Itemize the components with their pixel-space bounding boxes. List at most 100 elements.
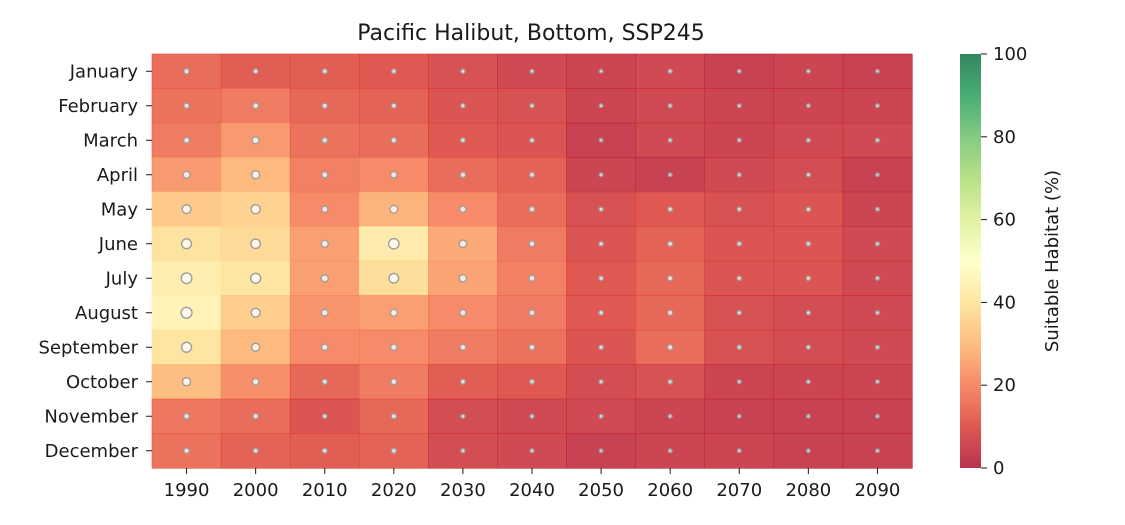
- cell-marker: [736, 240, 743, 247]
- cell-marker: [528, 240, 536, 248]
- colorbar: 0 20 40 60 80 100 Suitable Habitat (%): [960, 44, 1063, 479]
- cell-marker: [529, 448, 535, 454]
- x-tick-label: 2080: [785, 480, 831, 501]
- cell-marker: [389, 170, 398, 179]
- x-tick-label: 2000: [233, 480, 279, 501]
- cell-marker: [667, 448, 673, 454]
- cell-marker: [874, 413, 880, 419]
- cell-marker: [251, 136, 260, 145]
- cell-marker: [874, 137, 881, 143]
- cell-marker: [805, 413, 811, 419]
- cell-marker: [598, 448, 604, 454]
- cell-marker: [529, 378, 536, 385]
- cell-marker: [805, 68, 811, 74]
- cell-marker: [320, 205, 329, 214]
- cell-marker: [528, 274, 536, 282]
- cell-marker: [252, 102, 260, 110]
- cell-marker: [598, 206, 604, 213]
- cell-marker: [598, 344, 605, 351]
- cell-marker: [736, 379, 742, 385]
- cell-marker: [598, 103, 604, 109]
- cell-marker: [252, 68, 259, 75]
- cell-marker: [805, 275, 812, 282]
- cell-marker: [389, 343, 398, 352]
- cell-marker: [598, 137, 604, 143]
- y-tick-label: June: [98, 234, 138, 255]
- cell-marker: [320, 239, 329, 249]
- colorbar-tick-label: 40: [993, 292, 1016, 313]
- y-tick-label: March: [83, 130, 138, 151]
- cell-marker: [736, 448, 742, 454]
- heatmap-cells: [151, 53, 913, 469]
- heatmap-cell: [497, 157, 568, 193]
- cell-marker: [180, 238, 193, 250]
- y-tick-label: January: [69, 61, 139, 82]
- x-axis: 1990 2000 2010 2020 2030 2040 2050 2060 2070 2080…: [164, 468, 901, 501]
- cell-marker: [250, 342, 261, 352]
- cell-marker: [805, 310, 812, 316]
- cell-marker: [180, 306, 193, 319]
- cell-marker: [460, 413, 466, 419]
- cell-marker: [667, 378, 674, 385]
- cell-marker: [598, 309, 605, 316]
- heatmap-cell: [635, 53, 706, 90]
- cell-marker: [736, 137, 742, 143]
- y-tick-label: November: [44, 406, 138, 427]
- cell-marker: [667, 68, 673, 74]
- cell-marker: [459, 308, 467, 317]
- cell-marker: [598, 275, 605, 282]
- cell-marker: [321, 136, 329, 144]
- cell-marker: [874, 448, 880, 454]
- cell-marker: [736, 68, 742, 74]
- cell-marker: [874, 241, 881, 247]
- cell-marker: [667, 413, 673, 419]
- colorbar-label: Suitable Habitat (%): [1042, 170, 1063, 352]
- cell-marker: [874, 310, 881, 316]
- cell-marker: [180, 272, 193, 285]
- cell-marker: [320, 308, 329, 317]
- colorbar-gradient: [960, 54, 981, 468]
- chart-title: Pacific Halibut, Bottom, SSP245: [357, 21, 705, 46]
- cell-marker: [805, 137, 812, 143]
- cell-marker: [736, 206, 743, 213]
- cell-marker: [390, 136, 398, 144]
- cell-marker: [667, 137, 673, 143]
- y-tick-label: May: [101, 199, 139, 220]
- cell-marker: [666, 309, 674, 317]
- cell-marker: [390, 412, 398, 420]
- cell-marker: [182, 170, 191, 179]
- cell-marker: [805, 344, 812, 350]
- x-tick-label: 1990: [164, 480, 210, 501]
- cell-marker: [250, 307, 261, 318]
- cell-marker: [321, 171, 329, 179]
- cell-marker: [387, 237, 400, 250]
- cell-marker: [320, 273, 329, 283]
- cell-marker: [389, 204, 399, 214]
- cell-marker: [805, 172, 812, 178]
- y-tick-label: August: [75, 303, 138, 324]
- cell-marker: [805, 103, 811, 109]
- heatmap-cell: [842, 88, 913, 124]
- cell-marker: [390, 447, 397, 454]
- y-axis: January February March April May June July Augu…: [39, 61, 152, 462]
- cell-marker: [250, 170, 261, 180]
- cell-marker: [667, 206, 674, 213]
- cell-marker: [459, 102, 466, 109]
- cell-marker: [529, 137, 535, 144]
- cell-marker: [874, 344, 881, 350]
- x-tick-label: 2050: [578, 480, 624, 501]
- cell-marker: [598, 379, 604, 385]
- cell-marker: [320, 343, 329, 352]
- y-tick-label: September: [39, 337, 139, 358]
- x-tick-label: 2090: [855, 480, 901, 501]
- cell-marker: [321, 102, 328, 110]
- cell-marker: [183, 412, 191, 420]
- cell-marker: [805, 206, 812, 213]
- cell-marker: [458, 239, 468, 249]
- cell-marker: [390, 102, 397, 109]
- colorbar-tick-label: 60: [993, 210, 1016, 231]
- cell-marker: [666, 274, 674, 282]
- cell-marker: [667, 240, 674, 247]
- cell-marker: [183, 447, 190, 455]
- cell-marker: [183, 67, 190, 75]
